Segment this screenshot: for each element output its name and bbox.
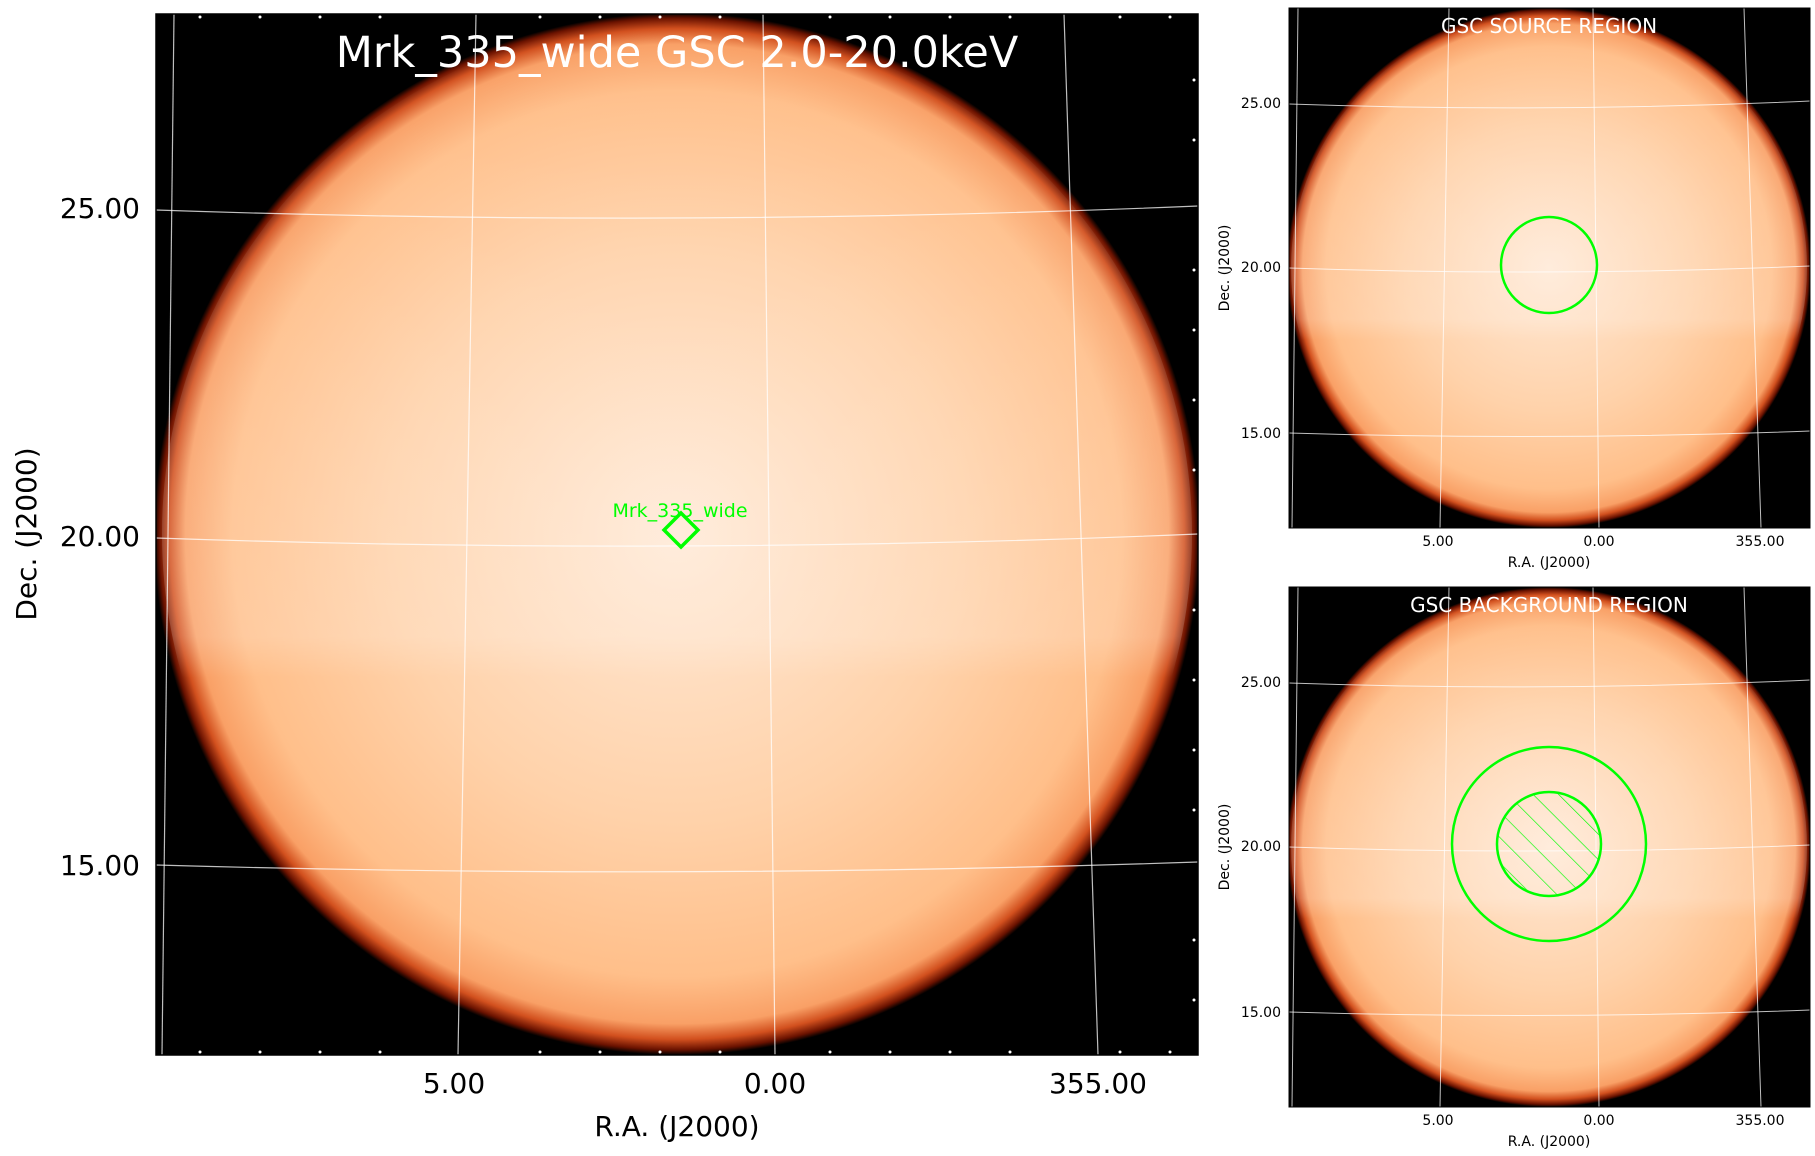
main-image-panel: Mrk_335_wide Mrk_335_wide GSC 2.0-20.0ke… (10, 13, 1199, 1143)
main-xtick-5: 5.00 (423, 1067, 485, 1100)
source-frame (1288, 7, 1811, 529)
source-ytick-15: 15.00 (1241, 426, 1281, 442)
background-outer-circle (1450, 745, 1648, 943)
background-ytick-20: 20.00 (1241, 839, 1281, 855)
background-ylabel: Dec. (J2000) (1217, 804, 1233, 891)
main-grid-ra-0 (762, 14, 776, 1055)
source-coordinate-grid (1289, 8, 1810, 528)
main-title: Mrk_335_wide GSC 2.0-20.0keV (336, 28, 1019, 78)
main-minor-ticks (198, 15, 1196, 1054)
source-xtick-0: 0.00 (1583, 534, 1614, 550)
source-ytick-20: 20.00 (1241, 260, 1281, 276)
main-xtick-0: 0.00 (744, 1067, 806, 1100)
background-frame (1288, 586, 1811, 1108)
main-grid-dec-20 (156, 533, 1198, 547)
main-ylabel: Dec. (J2000) (10, 447, 43, 620)
main-grid-ra-10 (161, 14, 175, 1055)
main-ytick-25: 25.00 (60, 192, 140, 225)
background-panel-title: GSC BACKGROUND REGION (1410, 593, 1688, 617)
background-xtick-5: 5.00 (1422, 1113, 1453, 1129)
main-source-marker (661, 510, 701, 550)
source-name-label: Mrk_335_wide (612, 500, 747, 522)
main-disk-shading (162, 21, 1192, 1047)
background-ytick-25: 25.00 (1241, 675, 1281, 691)
source-ytick-25: 25.00 (1241, 96, 1281, 112)
background-xtick-0: 0.00 (1583, 1113, 1614, 1129)
source-diamond-icon (661, 510, 701, 550)
source-ylabel: Dec. (J2000) (1217, 225, 1233, 312)
main-ytick-15: 15.00 (60, 849, 140, 882)
background-xtick-355: 355.00 (1736, 1113, 1785, 1129)
background-excluded-circle (1495, 790, 1603, 898)
source-xlabel: R.A. (J2000) (1508, 555, 1591, 571)
background-ytick-15: 15.00 (1241, 1005, 1281, 1021)
source-extraction-circle (1499, 215, 1599, 315)
main-ytick-20: 20.00 (60, 520, 140, 553)
background-region-panel: GSC BACKGROUND REGION 25.00 20.00 15.00 … (1217, 586, 1811, 1150)
source-xtick-355: 355.00 (1736, 534, 1785, 550)
main-grid-dec-25 (156, 205, 1198, 219)
main-frame (155, 13, 1199, 1056)
main-xtick-355: 355.00 (1049, 1067, 1147, 1100)
source-disk-shading (1291, 12, 1807, 524)
main-xlabel: R.A. (J2000) (594, 1110, 759, 1143)
background-xlabel: R.A. (J2000) (1508, 1134, 1591, 1150)
main-coordinate-grid (156, 14, 1198, 1055)
main-grid-dec-15 (156, 861, 1198, 873)
main-grid-ra-355 (1063, 14, 1099, 1055)
source-xtick-5: 5.00 (1422, 534, 1453, 550)
source-region-panel: GSC SOURCE REGION 25.00 20.00 15.00 5.00… (1217, 7, 1811, 571)
main-grid-ra-5 (457, 14, 477, 1055)
source-panel-title: GSC SOURCE REGION (1441, 14, 1657, 38)
